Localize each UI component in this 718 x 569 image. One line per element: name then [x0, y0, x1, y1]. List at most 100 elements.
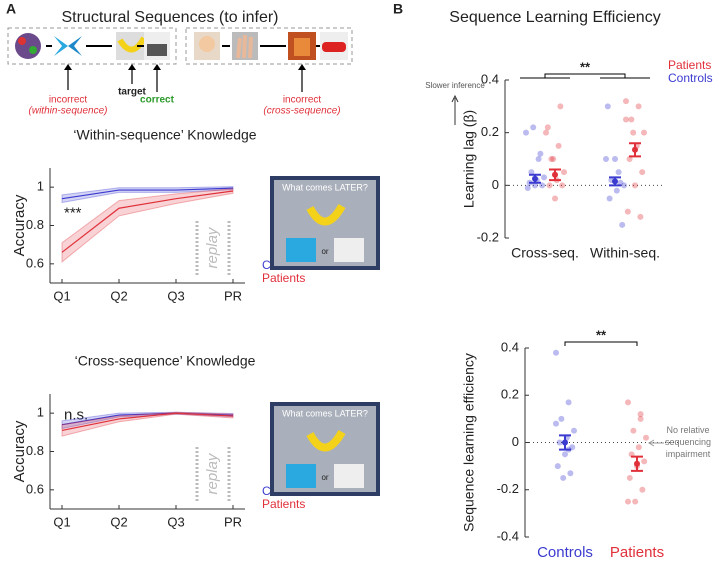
- y-tick-label: 0.8: [26, 443, 44, 458]
- data-point: [637, 415, 644, 422]
- data-point: [630, 129, 637, 136]
- error-band: [61, 411, 234, 437]
- data-point: [524, 184, 531, 191]
- data-point: [639, 169, 646, 176]
- y-tick-label: 0.4: [501, 339, 519, 354]
- significance: **: [596, 327, 607, 342]
- x-tick-label: PR: [224, 514, 242, 529]
- x-tick-label: Patients: [610, 544, 664, 561]
- y-tick-label: 0.4: [481, 71, 499, 86]
- data-point: [639, 486, 646, 493]
- data-point: [641, 129, 647, 136]
- y-tick-label: 0.2: [501, 387, 519, 402]
- axis-note-arrow: [451, 94, 459, 125]
- data-point: [554, 463, 561, 470]
- data-point: [632, 498, 639, 505]
- data-point: [537, 150, 544, 157]
- significance: ***: [64, 204, 82, 221]
- data-point: [623, 98, 629, 105]
- x-tick-label: Q1: [53, 514, 70, 529]
- data-point: [552, 195, 558, 202]
- y-tick-label: -0.4: [497, 528, 519, 543]
- inset-choice: [286, 238, 316, 262]
- annotation: No relative: [666, 425, 709, 435]
- x-tick-label: Q2: [110, 514, 127, 529]
- data-point: [606, 195, 613, 202]
- y-axis-label: Sequence learning efficiency: [461, 353, 477, 532]
- y-axis-label: Learning lag (β): [461, 110, 477, 208]
- data-point: [623, 116, 629, 123]
- inset-or: or: [321, 473, 328, 482]
- y-tick-label: -0.2: [477, 229, 499, 244]
- significance-bracket: [520, 73, 650, 79]
- data-point: [635, 444, 642, 451]
- data-point: [626, 474, 633, 481]
- x-tick-label: Q3: [167, 514, 184, 529]
- legend-entry: Patients: [668, 58, 711, 72]
- annotation: impairment: [666, 449, 711, 459]
- legend-entry: Controls: [668, 71, 713, 85]
- y-tick-label: 0.6: [26, 255, 44, 270]
- mean-marker: [632, 146, 638, 153]
- data-point: [546, 182, 553, 189]
- panel-title: Structural Sequences (to infer): [62, 9, 279, 26]
- data-point: [643, 434, 649, 441]
- label: (within-sequence): [29, 106, 108, 117]
- data-point: [530, 124, 537, 131]
- data-point: [621, 182, 627, 189]
- y-tick-label: 0.6: [26, 481, 44, 496]
- data-point: [548, 156, 555, 162]
- data-point: [523, 129, 529, 136]
- panel-letter: B: [393, 1, 403, 17]
- inset-banana: [306, 203, 346, 226]
- data-point: [626, 156, 633, 162]
- y-tick-label: 0: [512, 434, 519, 449]
- x-tick-label: Q3: [167, 288, 184, 303]
- data-point: [559, 182, 566, 189]
- mean-marker: [532, 175, 538, 182]
- data-point: [632, 182, 638, 189]
- legend-entry: Patients: [262, 497, 305, 511]
- inset-choice: [334, 464, 364, 488]
- inset-choice: [334, 238, 364, 262]
- data-point: [565, 399, 572, 406]
- data-point: [630, 427, 637, 434]
- x-tick-label: Cross-seq.: [511, 245, 579, 261]
- data-point: [571, 427, 577, 434]
- data-point: [615, 169, 622, 176]
- data-point: [635, 103, 642, 110]
- x-tick-label: PR: [224, 288, 242, 303]
- data-point: [556, 439, 563, 446]
- series-line: [61, 412, 234, 432]
- data-point: [560, 474, 567, 481]
- y-axis-label: Accuracy: [11, 194, 28, 256]
- y-tick-label: 1: [37, 179, 44, 194]
- data-point: [544, 124, 551, 131]
- inset-question: What comes LATER?: [282, 182, 368, 192]
- label: correct: [140, 95, 175, 106]
- label: incorrect: [49, 95, 88, 106]
- label: incorrect: [283, 95, 322, 106]
- data-point: [628, 116, 635, 123]
- data-point: [562, 451, 568, 458]
- axis-note: Slower inference: [425, 81, 485, 90]
- panel-title: Sequence Learning Efficiency: [449, 9, 660, 26]
- data-point: [625, 498, 631, 505]
- significance: **: [580, 59, 591, 74]
- data-point: [553, 420, 559, 427]
- data-point: [613, 187, 620, 194]
- mean-marker: [562, 439, 568, 446]
- mean-marker: [634, 460, 640, 467]
- replay-label: replay: [204, 226, 221, 268]
- annotation: sequencing: [665, 437, 711, 447]
- x-tick-label: Controls: [537, 544, 593, 561]
- data-point: [541, 174, 547, 181]
- data-point: [567, 470, 574, 477]
- y-tick-label: 0.8: [26, 217, 44, 232]
- significance: n.s.: [64, 406, 88, 423]
- data-point: [535, 156, 542, 162]
- label: target: [118, 87, 146, 98]
- data-point: [603, 156, 609, 162]
- replay-label: replay: [204, 452, 221, 494]
- series-line: [61, 190, 234, 253]
